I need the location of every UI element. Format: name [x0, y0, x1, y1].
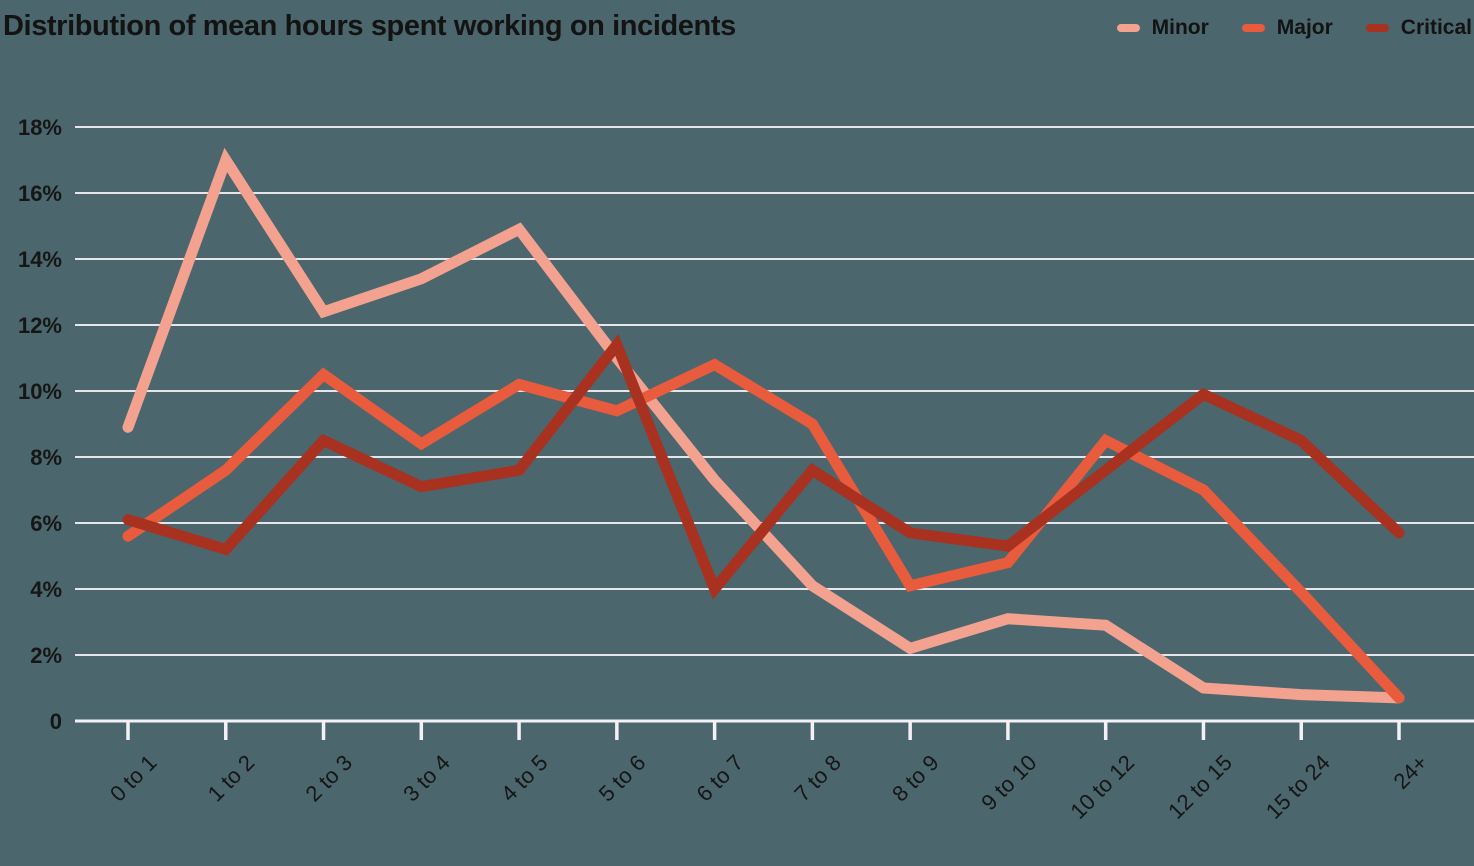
- series-line-major: [122, 358, 1405, 704]
- x-tick-label: 5 to 6: [594, 750, 651, 807]
- x-tick-label: 4 to 5: [496, 750, 553, 807]
- series-line-minor: [122, 147, 1405, 704]
- y-tick-label: 12%: [18, 313, 62, 338]
- y-tick-label: 10%: [18, 379, 62, 404]
- x-tick-label: 1 to 2: [203, 750, 260, 807]
- series-lines: [122, 147, 1405, 704]
- y-tick-label: 8%: [30, 445, 62, 470]
- x-tick-label: 15 to 24: [1261, 750, 1335, 824]
- y-tick-label: 0: [50, 709, 62, 734]
- legend-item-critical: Critical: [1365, 16, 1472, 40]
- x-tick-label: 3 to 4: [398, 750, 455, 807]
- chart-title: Distribution of mean hours spent working…: [3, 10, 736, 42]
- legend-swatch-major: [1241, 24, 1265, 32]
- chart-header: Distribution of mean hours spent working…: [0, 0, 1474, 56]
- x-tick-label: 2 to 3: [300, 750, 357, 807]
- series-line-critical: [122, 333, 1405, 600]
- x-axis-ticks: [126, 722, 1401, 740]
- y-tick-label: 6%: [30, 511, 62, 536]
- legend-item-minor: Minor: [1116, 16, 1209, 40]
- legend-label-minor: Minor: [1151, 16, 1209, 39]
- legend-label-major: Major: [1276, 16, 1333, 39]
- legend-swatch-critical: [1365, 24, 1389, 32]
- x-tick-label: 7 to 8: [789, 750, 846, 807]
- x-tick-label: 0 to 1: [105, 750, 162, 807]
- y-tick-label: 14%: [18, 247, 62, 272]
- legend-item-major: Major: [1241, 16, 1333, 40]
- x-tick-label: 12 to 15: [1163, 750, 1237, 824]
- x-axis-labels: 0 to 1 1 to 2 2 to 3 3 to 4 4 to 5 5 to 6 6 to…: [105, 750, 1433, 824]
- x-tick-label: 10 to 12: [1065, 750, 1139, 824]
- x-tick-label: 9 to 10: [976, 750, 1041, 815]
- y-tick-label: 16%: [18, 181, 62, 206]
- y-tick-label: 2%: [30, 643, 62, 668]
- y-axis-labels: 0 2% 4% 6% 8% 10% 12% 14% 16% 18%: [18, 115, 62, 734]
- legend-swatch-minor: [1116, 24, 1140, 32]
- x-tick-label: 24+: [1388, 750, 1432, 794]
- y-tick-label: 4%: [30, 577, 62, 602]
- x-tick-label: 8 to 9: [887, 750, 944, 807]
- y-tick-label: 18%: [18, 115, 62, 140]
- legend-label-critical: Critical: [1400, 16, 1472, 39]
- legend: Minor Major Critical: [1116, 16, 1472, 40]
- x-tick-label: 6 to 7: [692, 750, 749, 807]
